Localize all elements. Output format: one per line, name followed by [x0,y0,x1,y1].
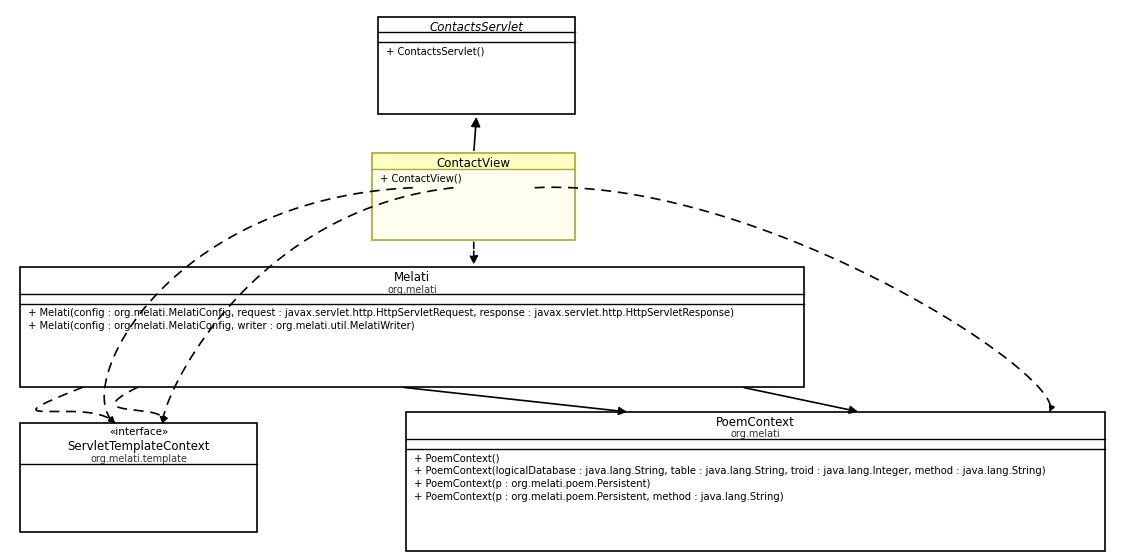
Text: + PoemContext(): + PoemContext() [414,453,500,463]
Bar [20,423,257,532]
Bar [20,464,257,532]
Bar [378,17,575,114]
Bar [378,42,575,114]
Text: PoemContext: PoemContext [716,416,795,429]
Bar [378,32,575,42]
Text: «interface»: «interface» [109,427,168,437]
Text: + PoemContext(logicalDatabase : java.lang.String, table : java.lang.String, troi: + PoemContext(logicalDatabase : java.lan… [414,466,1046,476]
Text: org.melati: org.melati [731,429,781,439]
Bar [20,267,804,294]
Text: + ContactView(): + ContactView() [380,173,461,183]
Bar [378,17,575,32]
Text: + Melati(config : org.melati.MelatiConfig, writer : org.melati.util.MelatiWriter: + Melati(config : org.melati.MelatiConfi… [28,321,415,331]
Bar [406,412,1105,439]
Bar [20,267,804,387]
Bar [406,439,1105,449]
Text: + PoemContext(p : org.melati.poem.Persistent): + PoemContext(p : org.melati.poem.Persis… [414,479,651,488]
Bar [20,304,804,387]
Text: + PoemContext(p : org.melati.poem.Persistent, method : java.lang.String): + PoemContext(p : org.melati.poem.Persis… [414,491,784,501]
Bar [20,294,804,304]
Bar [372,169,575,240]
Bar [406,412,1105,551]
Bar [20,423,257,464]
Bar [372,153,575,240]
Text: ServletTemplateContext: ServletTemplateContext [68,441,210,453]
Text: ContactsServlet: ContactsServlet [430,21,523,33]
Text: Melati: Melati [394,271,431,284]
Text: + ContactsServlet(): + ContactsServlet() [386,47,484,57]
Bar [372,153,575,169]
Text: org.melati.template: org.melati.template [90,454,187,464]
Bar [406,449,1105,551]
Text: + Melati(config : org.melati.MelatiConfig, request : javax.servlet.http.HttpServ: + Melati(config : org.melati.MelatiConfi… [28,309,734,319]
Text: org.melati: org.melati [387,285,438,295]
Text: ContactView: ContactView [437,157,511,170]
